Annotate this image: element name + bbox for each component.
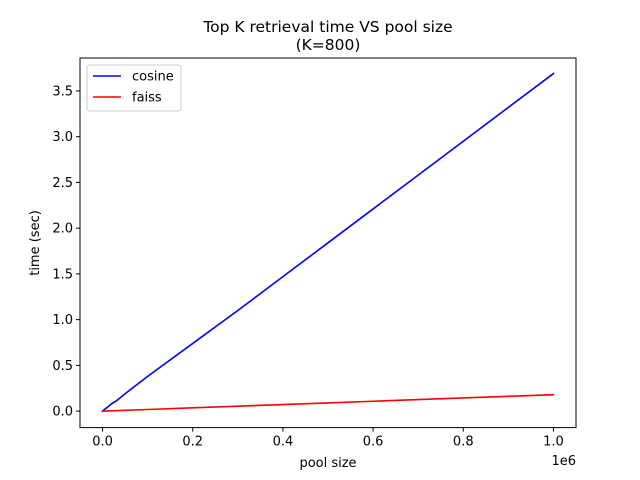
- y-tick-label: 3.5: [52, 84, 73, 99]
- x-tick-label: 0.4: [273, 435, 294, 450]
- y-axis-label: time (sec): [28, 210, 43, 276]
- y-axis: 0.0 0.5 1.0 1.5 2.0 2.5 3.0 3.5: [52, 84, 80, 420]
- y-tick-label: 0.5: [52, 359, 73, 374]
- series-line-faiss: [101, 393, 555, 412]
- x-axis: 0.0 0.2 0.4 0.6 0.8 1.0: [92, 427, 564, 450]
- x-tick-label: 0.8: [453, 435, 474, 450]
- y-tick-label: 2.0: [52, 222, 73, 237]
- x-tick-label: 0.6: [363, 435, 384, 450]
- legend-label-cosine: cosine: [132, 70, 174, 85]
- y-tick-label: 3.0: [52, 130, 73, 145]
- series-layer: [101, 72, 555, 413]
- y-tick-label: 2.5: [52, 176, 73, 191]
- chart-subtitle: (K=800): [296, 36, 361, 54]
- series-line-cosine: [101, 72, 555, 413]
- x-tick-label: 0.2: [182, 435, 203, 450]
- y-tick-label: 1.5: [52, 267, 73, 282]
- y-tick-label: 0.0: [52, 405, 73, 420]
- x-axis-label: pool size: [299, 456, 356, 471]
- x-scale-offset-label: 1e6: [551, 454, 576, 469]
- x-tick-label: 1.0: [543, 435, 564, 450]
- y-tick-label: 1.0: [52, 313, 73, 328]
- x-tick-label: 0.0: [92, 435, 113, 450]
- chart-title: Top K retrieval time VS pool size: [202, 18, 452, 36]
- plot-frame: [79, 57, 577, 429]
- legend-label-faiss: faiss: [132, 91, 162, 106]
- legend: cosine faiss: [86, 64, 182, 112]
